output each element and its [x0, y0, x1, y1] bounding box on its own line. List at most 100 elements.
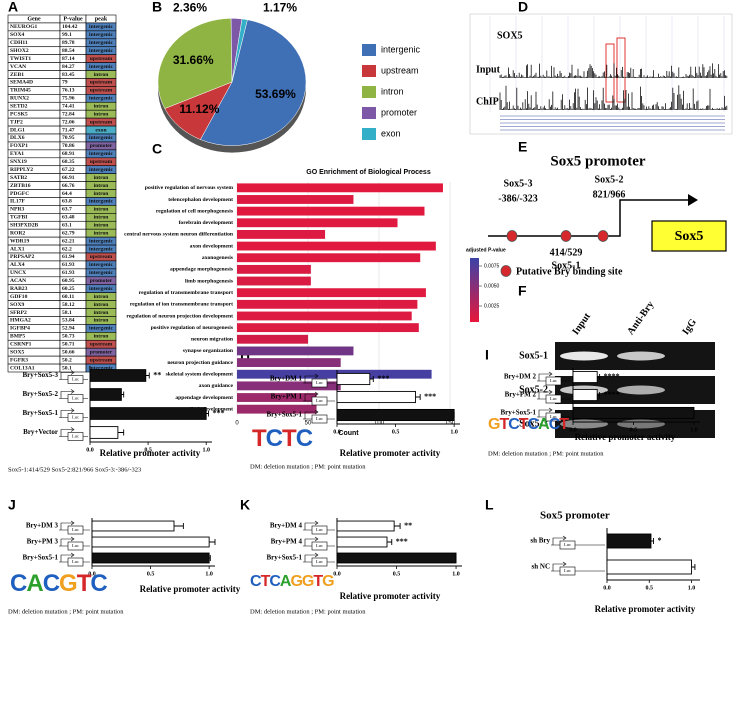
construct-label: Luc [72, 377, 79, 382]
bar [237, 311, 412, 321]
y-tick-label: Bry+DM 4 [270, 522, 303, 530]
pie-label: 1.17% [263, 1, 297, 15]
table-text: VCAN [10, 64, 26, 70]
bar [572, 406, 695, 420]
bar [237, 218, 398, 228]
table-text: upstream [90, 159, 113, 165]
table-text: 50.1 [62, 365, 72, 371]
error-bar [145, 372, 150, 379]
y-tick-label: central nervous system neuron differenti… [124, 232, 234, 238]
construct-box [545, 394, 562, 404]
site-label: Sox5-2 [595, 174, 624, 185]
pie-label: 11.12% [179, 102, 219, 116]
colorbar-tick-label: 0.0050 [484, 283, 500, 289]
footnote: DM: deletion mutation ; PM: point mutati… [488, 450, 604, 457]
y-tick-label: Bry+PM 4 [271, 538, 303, 546]
error-bar [117, 429, 125, 436]
table-text: 67.22 [62, 167, 75, 173]
table-text: intergenic [89, 40, 113, 46]
bar [336, 390, 416, 404]
panel-label: J [8, 497, 16, 513]
diagram-title: Sox5 promoter [550, 153, 645, 169]
table-text: intron [94, 191, 110, 197]
legend-swatch [362, 44, 376, 56]
table-text: 50.2 [62, 357, 72, 363]
table-header: P-value [63, 16, 83, 22]
table-text: SNX19 [10, 159, 27, 165]
table-text: UNCX [10, 270, 26, 276]
table-text: intron [94, 302, 110, 308]
table-text: 70.95 [62, 135, 75, 141]
error-bar [415, 394, 421, 400]
y-tick-label: regulation of neuron projection developm… [126, 313, 233, 319]
error-bar [650, 538, 654, 544]
construct-box [311, 378, 328, 388]
colorbar-tick-label: 0.0025 [484, 303, 500, 309]
panel-label: F [518, 283, 527, 299]
track-signal [499, 63, 728, 78]
table-text: RUNX2 [10, 96, 29, 102]
construct-label: Luc [316, 543, 323, 548]
pie-label: 31.66% [173, 53, 214, 67]
table-text: promoter [90, 143, 113, 149]
table-text: intron [94, 334, 110, 340]
y-tick-label: positive regulation of nervous system [145, 185, 233, 191]
construct-arrow [60, 536, 75, 546]
x-tick-label: 1.0 [450, 429, 458, 435]
table-text: TJP2 [10, 119, 23, 125]
construct-box [311, 396, 328, 406]
table-text: 53.84 [62, 318, 75, 324]
construct-label: Luc [564, 542, 571, 547]
construct-label: Luc [72, 396, 79, 401]
table-text: 68.91 [62, 151, 75, 157]
table-text: 75.96 [62, 96, 75, 102]
table-text: SOX9 [10, 302, 25, 308]
y-tick-label: axon guidance [199, 383, 234, 389]
footnote: Sox5-1:414/529 Sox5-2:821/966 Sox5-3:-38… [8, 466, 141, 473]
y-tick-label: neuron projection guidance [167, 360, 233, 366]
x-tick-label: 1.0 [452, 571, 460, 577]
table-text: 104.42 [62, 24, 78, 30]
construct-label: Luc [72, 559, 79, 564]
table-text: 62.2 [62, 246, 72, 252]
table-text: 84.27 [62, 64, 75, 70]
table-text: intergenic [89, 199, 113, 205]
legend-swatch [362, 107, 376, 119]
construct-box [545, 376, 562, 386]
table-text: PRPSAP2 [10, 254, 34, 260]
table-text: intron [94, 310, 110, 316]
construct-box [67, 375, 84, 384]
x-axis-label: Relative promoter activity [140, 584, 241, 594]
y-tick-label: Bry+DM 2 [504, 373, 537, 381]
x-tick-label: 0 [235, 421, 239, 427]
y-tick-label: Bry+Sox5-2 [23, 390, 59, 398]
table-text: intergenic [89, 48, 113, 54]
pie-label: 53.69% [255, 87, 296, 101]
construct-arrow [60, 427, 75, 437]
y-tick-label: synapse organization [183, 348, 234, 354]
construct-label: Luc [316, 380, 323, 385]
x-tick-label: 0.5 [144, 447, 152, 453]
construct-arrow [304, 536, 319, 546]
table-text: intergenic [89, 238, 113, 244]
table-text: 61.93 [62, 270, 75, 276]
bar [336, 536, 388, 548]
table-text: intron [94, 183, 110, 189]
table-text: 52.94 [62, 326, 75, 332]
y-tick-label: Bry+Vector [23, 428, 58, 436]
bar [336, 552, 457, 564]
bar [237, 323, 419, 333]
x-tick-label: 0.0 [86, 447, 94, 453]
x-tick-label: 0.0 [333, 571, 341, 577]
bar [572, 388, 598, 402]
bar [237, 183, 443, 193]
y-tick-label: appendage development [175, 395, 233, 401]
table-text: RAB23 [10, 286, 28, 292]
x-tick-label: 1.0 [202, 447, 210, 453]
construct-arrow [552, 561, 567, 571]
motif-logo: TCTC [252, 425, 313, 452]
bar [237, 334, 309, 344]
footnote: DM: deletion mutation ; PM: point mutati… [8, 608, 124, 615]
bar [237, 229, 326, 239]
chart-title: GO Enrichment of Biological Process [306, 169, 431, 176]
